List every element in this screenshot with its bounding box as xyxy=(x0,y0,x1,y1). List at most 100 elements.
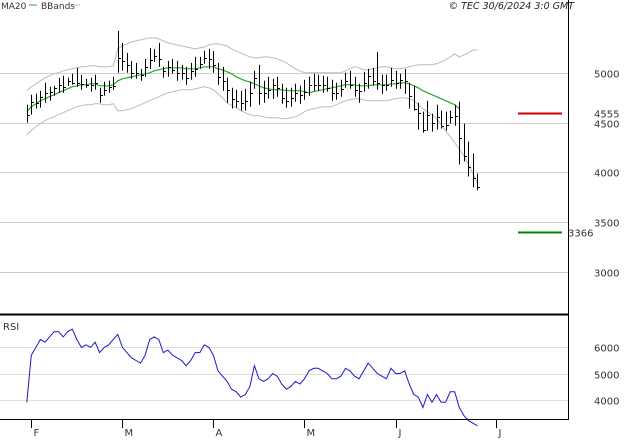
price-bar xyxy=(464,123,467,162)
price-bar xyxy=(282,83,285,104)
price-bar xyxy=(131,60,134,79)
price-bar xyxy=(31,94,34,115)
price-bar xyxy=(195,56,198,77)
support-resistance-levels: 4555 3366 xyxy=(518,110,619,240)
price-bar xyxy=(286,87,289,108)
price-bar xyxy=(177,60,180,81)
rsi-tick-label: 4000 xyxy=(594,397,619,408)
price-bar xyxy=(59,77,62,93)
price-bar xyxy=(191,62,194,80)
price-bar xyxy=(391,67,394,87)
price-plot-area xyxy=(0,13,568,314)
price-bar xyxy=(423,111,426,133)
rsi-tick-label: 5000 xyxy=(594,371,619,382)
resistance-label: 4555 xyxy=(594,110,619,121)
price-bar xyxy=(318,74,321,91)
ma20-path xyxy=(26,66,460,113)
legend-bbands-label: BBands xyxy=(41,2,75,12)
price-bar xyxy=(77,67,80,87)
rsi-label: RSI xyxy=(3,322,19,333)
price-bar xyxy=(400,73,403,89)
price-bar xyxy=(477,173,480,191)
price-bar xyxy=(150,47,153,69)
price-bar xyxy=(241,90,244,111)
price-bar xyxy=(468,141,471,177)
price-bar xyxy=(27,104,30,123)
price-bar xyxy=(350,70,353,89)
price-bar xyxy=(323,75,326,93)
price-bar xyxy=(209,48,212,69)
price-bar xyxy=(68,77,71,86)
month-label: F xyxy=(34,428,40,439)
price-bar xyxy=(450,110,453,124)
price-bar xyxy=(223,66,226,91)
price-bar xyxy=(50,86,53,101)
price-bar xyxy=(414,85,417,111)
price-bar xyxy=(122,42,125,71)
month-label: M xyxy=(125,428,134,439)
support-label: 3366 xyxy=(568,229,593,240)
legend: MA20 BBands xyxy=(1,2,80,12)
price-bar xyxy=(364,71,367,92)
price-bar xyxy=(141,68,144,81)
legend-ma20-label: MA20 xyxy=(1,2,27,12)
price-bar xyxy=(418,102,421,130)
price-bar xyxy=(54,85,57,96)
rsi-panel: 4000 5000 6000 RSI xyxy=(0,322,619,427)
copyright-notice: © TEC 30/6/2024 3:0 GMT xyxy=(449,1,576,12)
price-bar xyxy=(86,78,89,88)
price-bar xyxy=(218,62,221,85)
rsi-gridlines xyxy=(0,347,568,401)
price-bar xyxy=(473,153,476,188)
ma20-line xyxy=(26,66,460,113)
upper-band-line xyxy=(26,37,478,92)
price-bar xyxy=(368,68,371,89)
price-bar xyxy=(345,72,348,88)
month-label: J xyxy=(398,428,402,439)
price-bar xyxy=(377,51,380,90)
price-bar xyxy=(168,60,171,77)
price-bar xyxy=(91,77,94,92)
price-bar xyxy=(172,58,175,74)
price-bar xyxy=(200,56,203,69)
price-bar xyxy=(327,76,330,92)
rsi-line xyxy=(26,328,478,427)
price-bar xyxy=(432,113,435,132)
price-bar xyxy=(441,110,444,129)
price-bar xyxy=(118,30,121,73)
price-tick-label: 4000 xyxy=(594,169,619,180)
price-bar xyxy=(405,68,408,94)
price-bar xyxy=(332,79,335,101)
rsi-tick-label: 6000 xyxy=(594,344,619,355)
price-bar xyxy=(40,90,43,108)
price-bar xyxy=(355,76,358,97)
rsi-axis-labels: 4000 5000 6000 xyxy=(594,344,619,408)
price-bar xyxy=(113,76,116,90)
price-bar xyxy=(295,83,298,102)
price-bar xyxy=(382,74,385,94)
price-tick-label: 3000 xyxy=(594,269,619,280)
price-bar xyxy=(341,79,344,97)
price-bar xyxy=(455,104,458,126)
price-bar xyxy=(100,87,103,103)
price-bar xyxy=(109,80,112,93)
price-bar xyxy=(163,66,166,78)
price-bar xyxy=(45,82,48,103)
price-tick-label: 3500 xyxy=(594,219,619,230)
price-bar xyxy=(254,70,257,89)
price-tick-label: 4500 xyxy=(594,120,619,131)
price-bar xyxy=(300,85,303,104)
price-bar xyxy=(154,48,157,62)
price-bar xyxy=(314,73,317,91)
price-bar xyxy=(259,64,262,105)
price-bar xyxy=(182,64,185,80)
bollinger-bands xyxy=(26,37,478,184)
rsi-path xyxy=(26,328,478,427)
price-bar xyxy=(459,101,462,165)
price-axis-labels: 3000 3500 4000 4500 5000 xyxy=(594,70,619,280)
price-bar xyxy=(250,81,253,107)
price-bar xyxy=(227,77,230,103)
month-label: J xyxy=(498,428,502,439)
